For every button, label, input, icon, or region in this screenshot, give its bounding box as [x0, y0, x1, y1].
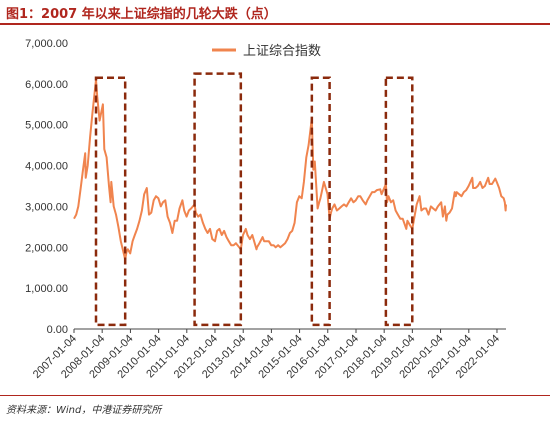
title-rule [0, 23, 550, 25]
annotation-layer [94, 72, 414, 327]
y-tick-label: 4,000.00 [25, 161, 68, 173]
series-line-shanghai-composite [73, 78, 507, 261]
y-tick-label: 1,000.00 [25, 283, 68, 295]
decline-period-box [193, 72, 243, 327]
decline-period-box [384, 76, 414, 327]
y-tick-label: 5,000.00 [25, 120, 68, 132]
figure-title: 图1：2007 年以来上证综指的几轮大跌（点） [6, 7, 277, 22]
x-axis: 2007-01-042008-01-042009-01-042010-01-04… [31, 328, 506, 381]
y-tick-label: 0.00 [47, 324, 68, 336]
y-tick-label: 2,000.00 [25, 242, 68, 254]
legend: 上证综合指数 [212, 44, 321, 59]
line-chart: 0.00 1,000.00 2,000.00 3,000.00 4,000.00 5,00… [25, 38, 507, 381]
legend-label: 上证综合指数 [243, 44, 321, 59]
y-tick-label: 3,000.00 [25, 201, 68, 213]
decline-period-box [94, 76, 127, 327]
series-layer [73, 78, 507, 261]
source-note: 资料来源：Wind，中港证券研究所 [6, 405, 162, 416]
y-tick-label: 7,000.00 [25, 38, 68, 50]
y-tick-label: 6,000.00 [25, 79, 68, 91]
decline-period-box [310, 76, 331, 327]
source-rule [0, 395, 550, 396]
y-axis: 0.00 1,000.00 2,000.00 3,000.00 4,000.00 5,00… [25, 38, 68, 336]
